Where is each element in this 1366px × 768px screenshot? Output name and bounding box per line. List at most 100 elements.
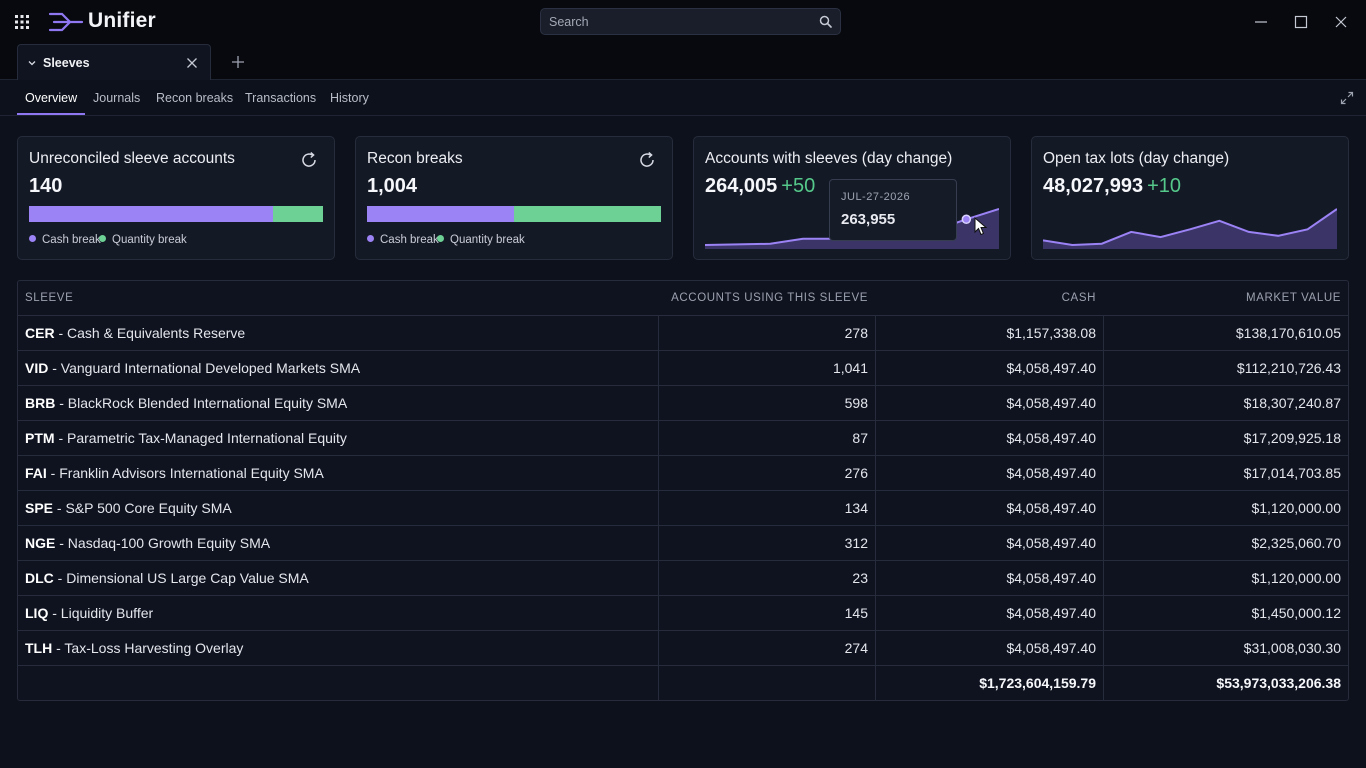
- column-header-market-value[interactable]: MARKET VALUE: [1246, 292, 1341, 304]
- card-value: 264,005 +50: [705, 175, 816, 197]
- table-row[interactable]: PTM - Parametric Tax-Managed Internation…: [18, 421, 1348, 456]
- cash-cell: $4,058,497.40: [875, 386, 1103, 421]
- sleeve-separator: -: [52, 640, 65, 656]
- card-title: Open tax lots (day change): [1043, 150, 1230, 167]
- market-value-cell: $31,008,030.30: [1103, 631, 1348, 666]
- market-value-cell: $2,325,060.70: [1103, 526, 1348, 561]
- sleeve-separator: -: [54, 325, 68, 341]
- card-title: Unreconciled sleeve accounts: [29, 150, 235, 167]
- refresh-icon[interactable]: [638, 151, 656, 169]
- accounts-cell: 274: [658, 631, 875, 666]
- cash-cell: $4,058,497.40: [875, 456, 1103, 491]
- sparkline-chart: [1043, 208, 1337, 249]
- tab-strip: Sleeves: [0, 44, 1366, 81]
- sleeve-separator: -: [46, 465, 60, 481]
- recon-breaks-card: Recon breaks 1,004 Cash break Quantity b…: [355, 136, 673, 260]
- close-tab-icon[interactable]: [186, 57, 198, 69]
- sleeve-code: LIQ: [25, 605, 49, 621]
- table-row[interactable]: DLC - Dimensional US Large Cap Value SMA…: [18, 561, 1348, 596]
- break-stacked-bar: [29, 206, 323, 222]
- close-window-icon[interactable]: [1331, 12, 1351, 32]
- sleeve-separator: -: [48, 360, 61, 376]
- tooltip-value: 263,955: [841, 211, 896, 228]
- legend-dot: [437, 235, 444, 242]
- sleeve-name: Liquidity Buffer: [60, 605, 154, 621]
- sleeve-separator: -: [55, 535, 68, 551]
- accounts-cell: 23: [658, 561, 875, 596]
- tab-overview[interactable]: Overview: [25, 91, 78, 105]
- card-title: Accounts with sleeves (day change): [705, 150, 953, 167]
- open-tax-lots-card: Open tax lots (day change) 48,027,993 +10: [1031, 136, 1349, 260]
- card-value: 140: [29, 175, 63, 197]
- table-row[interactable]: NGE - Nasdaq-100 Growth Equity SMA 312 $4,…: [18, 526, 1348, 561]
- tab-label: Sleeves: [43, 56, 90, 70]
- table-row[interactable]: CER - Cash & Equivalents Reserve 278 $1,15…: [18, 316, 1348, 351]
- expand-icon[interactable]: [1340, 91, 1354, 105]
- cash-cell: $4,058,497.40: [875, 631, 1103, 666]
- quantity-break-segment: [514, 206, 661, 222]
- quantity-break-segment: [273, 206, 323, 222]
- market-value-cell: $138,170,610.05: [1103, 316, 1348, 351]
- column-header-cash[interactable]: CASH: [1061, 292, 1096, 304]
- totals-accounts: [658, 666, 875, 700]
- table-row[interactable]: FAI - Franklin Advisors International Eq…: [18, 456, 1348, 491]
- column-header-sleeve[interactable]: SLEEVE: [25, 292, 74, 304]
- break-stacked-bar: [367, 206, 661, 222]
- maximize-icon[interactable]: [1291, 12, 1311, 32]
- cash-cell: $4,058,497.40: [875, 596, 1103, 631]
- accounts-with-sleeves-card: Accounts with sleeves (day change) 264,0…: [693, 136, 1011, 260]
- search-box[interactable]: [540, 8, 841, 35]
- cash-cell: $4,058,497.40: [875, 421, 1103, 456]
- sleeve-name: Vanguard International Developed Markets…: [60, 360, 361, 376]
- table-row[interactable]: SPE - S&P 500 Core Equity SMA 134 $4,058,4…: [18, 491, 1348, 526]
- totals-cash: $1,723,604,159.79: [875, 666, 1103, 700]
- sleeve-name: Tax-Loss Harvesting Overlay: [64, 640, 244, 656]
- search-input[interactable]: [541, 9, 811, 34]
- legend-quantity-break: Quantity break: [437, 234, 525, 246]
- sleeve-name: S&P 500 Core Equity SMA: [65, 500, 232, 516]
- sparkline-line: [1043, 208, 1337, 247]
- market-value-cell: $17,209,925.18: [1103, 421, 1348, 456]
- add-tab-icon[interactable]: [230, 54, 246, 70]
- table-row[interactable]: LIQ - Liquidity Buffer 145 $4,058,497.40 $1…: [18, 596, 1348, 631]
- cash-cell: $4,058,497.40: [875, 561, 1103, 596]
- minimize-icon[interactable]: [1251, 12, 1271, 32]
- market-value-cell: $18,307,240.87: [1103, 386, 1348, 421]
- cash-cell: $4,058,497.40: [875, 351, 1103, 386]
- sleeve-cell: CER - Cash & Equivalents Reserve: [18, 316, 658, 351]
- tooltip-date: JUL-27-2026: [841, 191, 911, 203]
- table-row[interactable]: TLH - Tax-Loss Harvesting Overlay 274 $4,0…: [18, 631, 1348, 666]
- market-value-cell: $112,210,726.43: [1103, 351, 1348, 386]
- cash-cell: $4,058,497.40: [875, 526, 1103, 561]
- chart-tooltip: JUL-27-2026 263,955: [829, 179, 957, 241]
- sleeve-name: BlackRock Blended International Equity S…: [67, 395, 348, 411]
- tab-sleeves[interactable]: Sleeves: [17, 44, 211, 81]
- tab-journals[interactable]: Journals: [93, 91, 141, 105]
- totals-label: [18, 666, 658, 700]
- sparkline-highlight-point[interactable]: [961, 214, 972, 225]
- tab-transactions[interactable]: Transactions: [245, 91, 317, 105]
- view-tabs: Overview Journals Recon breaks Transacti…: [0, 80, 1366, 116]
- sleeve-code: NGE: [25, 535, 56, 551]
- app-grid-icon[interactable]: [14, 14, 30, 30]
- sleeve-name: Parametric Tax-Managed International Equ…: [67, 430, 347, 446]
- table-row[interactable]: BRB - BlackRock Blended International Eq…: [18, 386, 1348, 421]
- chevron-down-icon[interactable]: [27, 58, 37, 68]
- column-header-accounts[interactable]: ACCOUNTS USING THIS SLEEVE: [671, 292, 868, 304]
- sleeve-cell: PTM - Parametric Tax-Managed Internation…: [18, 421, 658, 456]
- accounts-cell: 87: [658, 421, 875, 456]
- market-value-cell: $1,450,000.12: [1103, 596, 1348, 631]
- tab-history[interactable]: History: [330, 91, 369, 105]
- refresh-icon[interactable]: [300, 151, 318, 169]
- sleeve-code: SPE: [25, 500, 54, 516]
- app-title: Unifier: [88, 9, 156, 32]
- table-row[interactable]: VID - Vanguard International Developed M…: [18, 351, 1348, 386]
- legend-cash-break: Cash break: [29, 234, 101, 246]
- sleeve-cell: DLC - Dimensional US Large Cap Value SMA: [18, 561, 658, 596]
- sleeve-code: BRB: [25, 395, 56, 411]
- search-icon[interactable]: [819, 15, 832, 28]
- accounts-cell: 276: [658, 456, 875, 491]
- cash-break-segment: [367, 206, 514, 222]
- card-title: Recon breaks: [367, 150, 463, 167]
- tab-recon-breaks[interactable]: Recon breaks: [156, 91, 234, 105]
